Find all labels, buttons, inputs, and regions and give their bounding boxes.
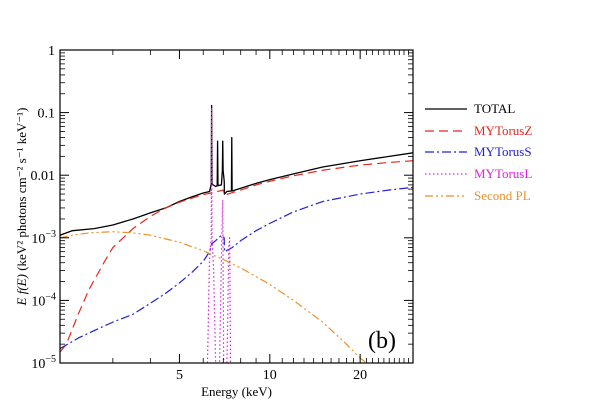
panel-label: (b) <box>368 328 396 354</box>
y-tick-label: 0.1 <box>38 107 56 122</box>
y-tick-label: 1 <box>48 44 55 59</box>
series-second-pl <box>60 231 367 363</box>
series-total <box>60 104 413 236</box>
legend-label: MYTorusS <box>474 144 532 159</box>
x-axis-label: Energy (keV) <box>201 384 272 399</box>
x-tick-label: 5 <box>176 368 183 383</box>
legend-label: MYTorusZ <box>474 123 532 138</box>
legend-label: TOTAL <box>474 101 515 116</box>
axes <box>59 49 414 364</box>
series-mytoruss <box>60 186 413 350</box>
x-tick-label: 20 <box>353 368 367 383</box>
y-tick-label: 10−3 <box>31 229 56 247</box>
plot-frame <box>59 49 414 364</box>
y-tick-label: 0.01 <box>31 169 56 184</box>
series-mytorusl <box>206 107 232 363</box>
legend-label: Second PL <box>474 188 531 203</box>
axis-labels: 10−5 10−4 10−3 0.01 0.1 1 5 10 20 Energy (keV) E f… <box>14 44 396 399</box>
legend: TOTAL MYTorusZ MYTorusS MYTorusL Second PL <box>425 101 532 203</box>
y-axis-label: E f(E) (keV² photons cm⁻² s⁻¹ keV⁻¹) <box>14 108 29 307</box>
series-mytorusz <box>60 160 413 353</box>
y-tick-label: 10−5 <box>31 354 56 372</box>
y-tick-label: 10−4 <box>31 291 56 309</box>
series-group <box>60 104 413 363</box>
x-tick-label: 10 <box>263 368 277 383</box>
legend-label: MYTorusL <box>474 166 532 181</box>
